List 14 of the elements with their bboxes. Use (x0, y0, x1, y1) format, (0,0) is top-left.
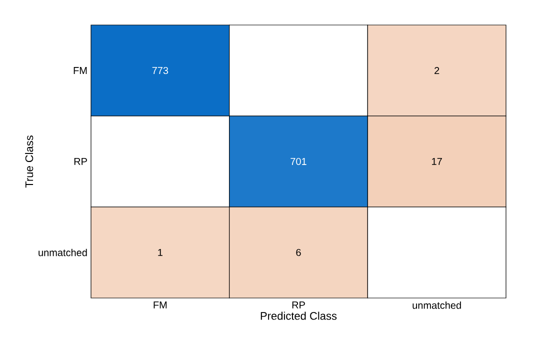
data-label: 6 (296, 248, 301, 256)
y-axis-title: True Class (25, 136, 34, 188)
x-tick-label: RP (292, 302, 305, 308)
data-label: 17 (432, 158, 442, 165)
data-label: 701 (290, 158, 306, 166)
x-tick-label: FM (154, 302, 167, 308)
data-label: 2 (434, 67, 440, 74)
y-tick-label: unmatched (38, 248, 87, 256)
x-axis-title: Predicted Class (260, 312, 337, 320)
data-label: 1 (158, 249, 162, 256)
y-tick-label: RP (74, 158, 87, 165)
x-tick-label: unmatched (412, 302, 461, 309)
data-label: 773 (152, 66, 168, 74)
y-tick-label: FM (74, 67, 87, 74)
